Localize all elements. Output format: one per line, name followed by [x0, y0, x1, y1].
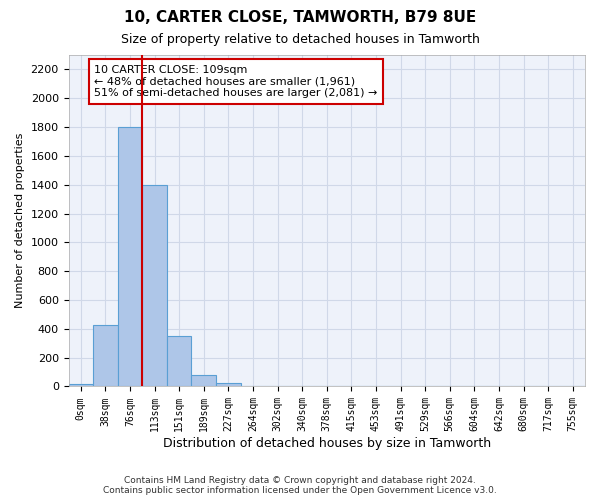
- Text: 10, CARTER CLOSE, TAMWORTH, B79 8UE: 10, CARTER CLOSE, TAMWORTH, B79 8UE: [124, 10, 476, 25]
- Bar: [191, 375, 216, 386]
- X-axis label: Distribution of detached houses by size in Tamworth: Distribution of detached houses by size …: [163, 437, 491, 450]
- Text: Size of property relative to detached houses in Tamworth: Size of property relative to detached ho…: [121, 32, 479, 46]
- Bar: [118, 127, 142, 386]
- Bar: [93, 325, 118, 386]
- Bar: [142, 184, 167, 386]
- Bar: [167, 336, 191, 386]
- Text: 10 CARTER CLOSE: 109sqm
← 48% of detached houses are smaller (1,961)
51% of semi: 10 CARTER CLOSE: 109sqm ← 48% of detache…: [94, 65, 378, 98]
- Y-axis label: Number of detached properties: Number of detached properties: [15, 133, 25, 308]
- Bar: [68, 384, 93, 386]
- Bar: [216, 383, 241, 386]
- Text: Contains HM Land Registry data © Crown copyright and database right 2024.
Contai: Contains HM Land Registry data © Crown c…: [103, 476, 497, 495]
